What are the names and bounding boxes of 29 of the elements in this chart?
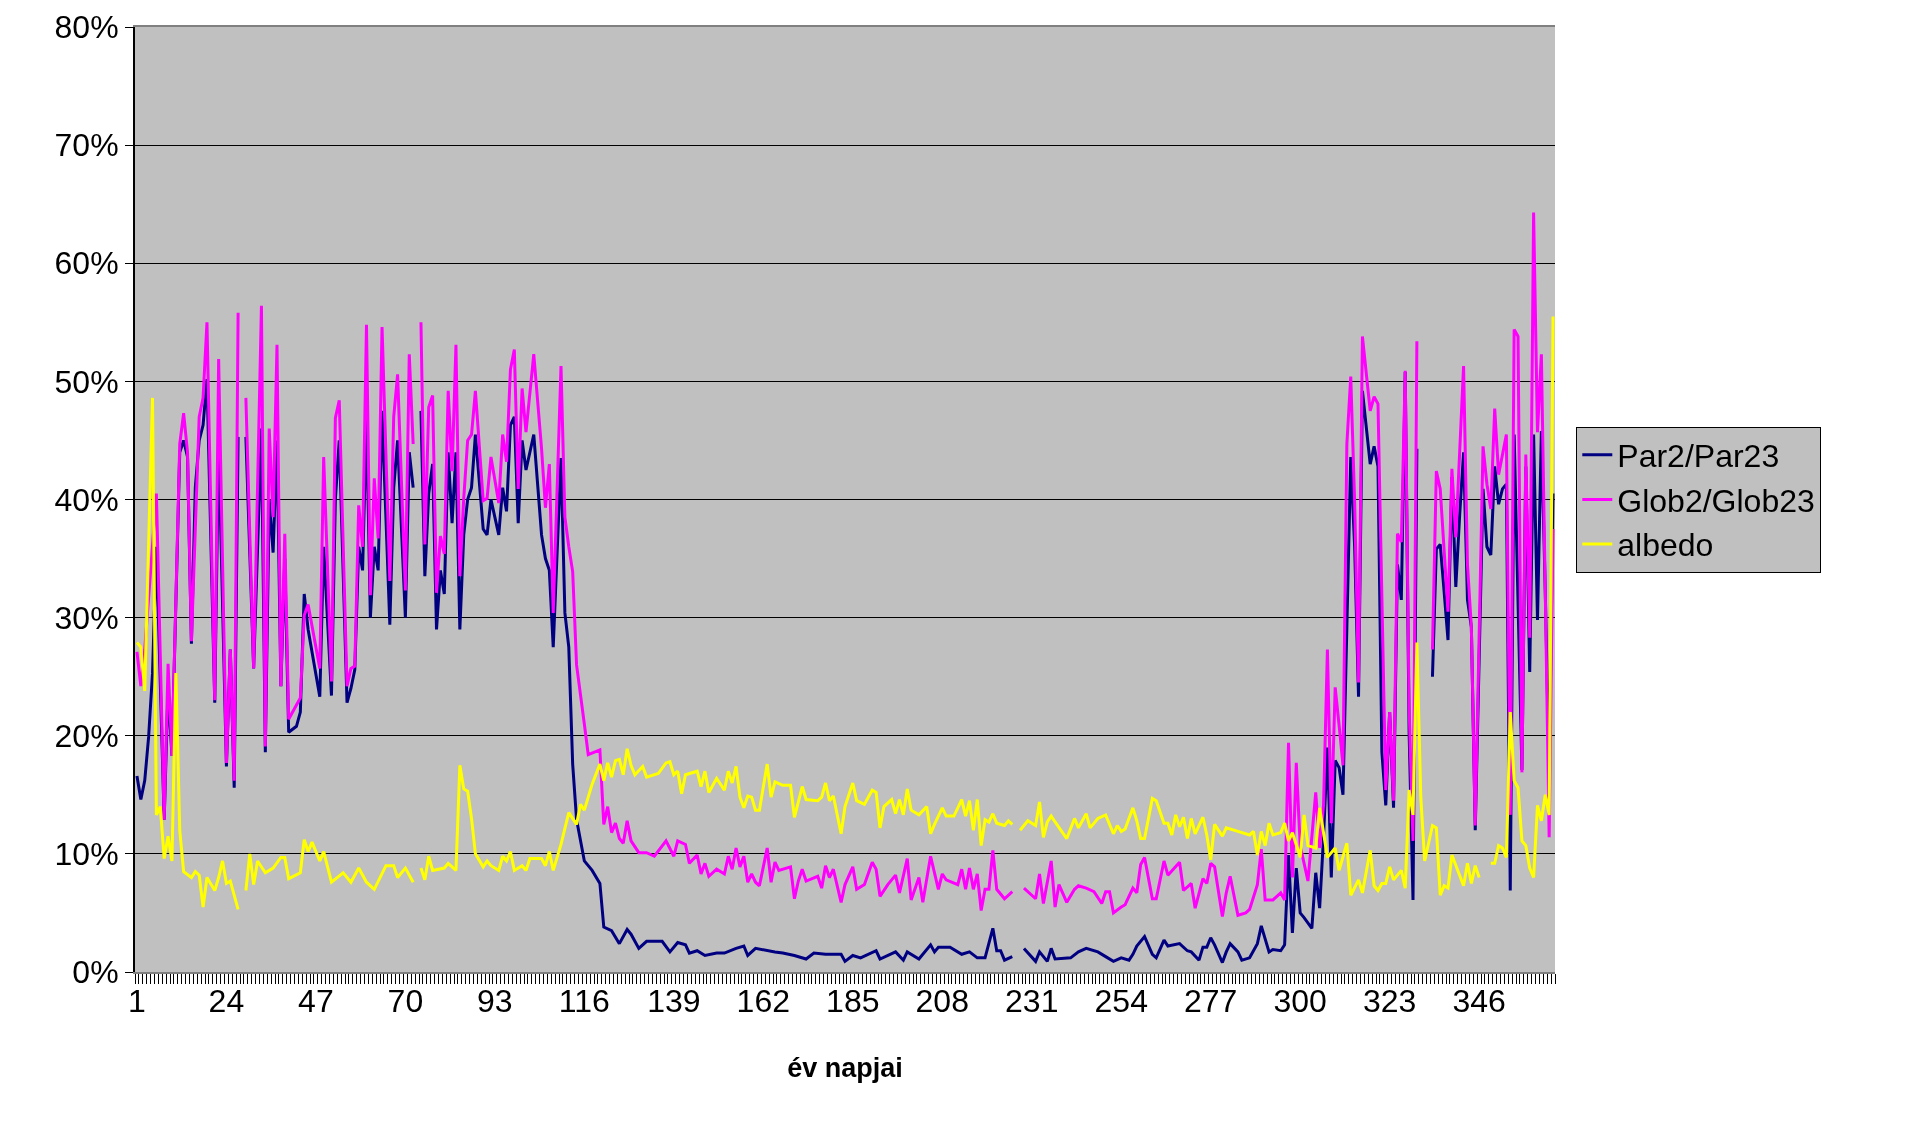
y-tick-label: 40%	[54, 481, 119, 518]
x-tick-label: 300	[1273, 983, 1327, 1020]
x-tick-label: 277	[1184, 983, 1238, 1020]
y-tick-label: 0%	[72, 954, 119, 991]
x-tick-label: 1	[128, 983, 146, 1020]
y-tick-label: 60%	[54, 245, 119, 282]
y-tick-label: 10%	[54, 836, 119, 873]
x-tick-label: 185	[826, 983, 880, 1020]
x-tick-label: 47	[298, 983, 334, 1020]
legend-label: albedo	[1617, 527, 1714, 564]
y-tick-label: 70%	[54, 127, 119, 164]
x-axis-title: év napjai	[787, 1053, 903, 1084]
x-tick-label: 254	[1094, 983, 1148, 1020]
x-tick-label: 323	[1362, 983, 1417, 1020]
x-tick-label: 346	[1452, 983, 1506, 1020]
x-tick-label: 162	[736, 983, 790, 1020]
y-tick-label: 30%	[54, 599, 119, 636]
x-tick-label: 70	[387, 983, 424, 1020]
legend-label: Glob2/Glob23	[1617, 482, 1815, 519]
x-tick-label: 93	[477, 983, 513, 1020]
x-tick-label: 24	[208, 983, 245, 1020]
x-tick-label: 208	[915, 983, 969, 1020]
x-tick-label: 116	[558, 983, 610, 1020]
x-tick-label: 231	[1005, 983, 1059, 1020]
legend-label: Par2/Par23	[1617, 438, 1780, 475]
y-tick-label: 50%	[54, 363, 119, 400]
y-tick-label: 80%	[54, 9, 119, 46]
y-tick-label: 20%	[54, 717, 119, 754]
x-tick-label: 139	[647, 983, 701, 1020]
